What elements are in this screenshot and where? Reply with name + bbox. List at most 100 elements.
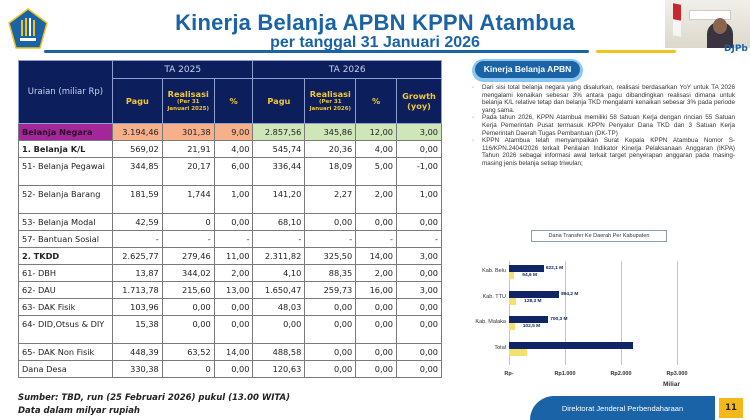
cell-pct26: 0,00	[355, 360, 398, 378]
cell-pct26: 0,00	[355, 343, 398, 361]
table-row: 64- DID,Otsus & DIY 15,38 0,00 0,00 0,00 0,00…	[18, 315, 442, 344]
x-tick-label: Rp3.000	[666, 371, 688, 377]
bar-value-label: 94,6 M	[522, 273, 537, 278]
cell-pct25: -	[213, 230, 254, 248]
cell-pct25: 0,00	[213, 298, 254, 316]
row-label: Dana Desa	[18, 360, 113, 378]
title-divider-blue	[44, 50, 589, 53]
cell-real25: 0	[161, 213, 215, 231]
cell-pct26: -	[355, 230, 398, 248]
bullet-item: KPPN Atambua telah menyampaikan Surat Ke…	[470, 137, 735, 167]
cell-real26: 88,35	[304, 264, 357, 282]
chart-title: Dana Transfer Ke Daerah Per Kabupaten	[531, 230, 667, 242]
cell-real25: 20,17	[161, 157, 215, 186]
bar-pagu	[509, 316, 549, 323]
cell-growth: 1,00	[396, 185, 442, 214]
cell-real26: 2,27	[304, 185, 357, 214]
cell-pagu25: -	[111, 230, 163, 248]
cell-pct26: 0,00	[355, 213, 398, 231]
row-label: 63- DAK Fisik	[18, 298, 113, 316]
cell-growth: 0,00	[396, 343, 442, 361]
cell-pagu26: 488,58	[252, 343, 306, 361]
cell-pct26: 4,00	[355, 140, 398, 158]
cell-real25: 279,46	[161, 247, 215, 265]
x-tick-label: Rp-	[504, 371, 514, 377]
summary-bullets: Dari sisi total belanja negara yang disa…	[470, 84, 735, 168]
bar-value-label: 894,2 M	[561, 292, 579, 297]
cell-pct26: 0,00	[355, 315, 398, 344]
row-label: 51- Belanja Pegawai	[18, 157, 113, 186]
bar-realisasi	[509, 323, 515, 330]
bullet-item: Pada tahun 2026, KPPN Atambua memiliki 5…	[470, 114, 735, 137]
bar-realisasi	[509, 349, 528, 356]
cell-real25: 1,744	[161, 185, 215, 214]
cell-real26: 18,09	[304, 157, 357, 186]
gridline	[621, 261, 622, 365]
cell-pct25: 2,00	[213, 264, 254, 282]
cell-pagu26: 2.857,56	[252, 123, 306, 141]
cell-real25: 0,00	[161, 315, 215, 344]
webcam-label: DJPb	[724, 44, 748, 54]
cell-pagu25: 42,59	[111, 213, 163, 231]
category-label: Kab. Malaka	[475, 319, 506, 325]
cell-growth: -1,00	[396, 157, 442, 186]
cell-pagu26: 0,00	[252, 315, 306, 344]
cell-pct26: 12,00	[355, 123, 398, 141]
row-label: 64- DID,Otsus & DIY	[18, 315, 113, 344]
cell-pct25: 6,00	[213, 157, 254, 186]
bar-realisasi	[509, 298, 517, 305]
cell-pagu25: 13,87	[111, 264, 163, 282]
cell-growth: 3,00	[396, 281, 442, 299]
bar-pagu	[509, 342, 634, 349]
cell-pagu26: -	[252, 230, 306, 248]
bar-pagu	[509, 265, 544, 272]
table-row: 61- DBH 13,87 344,02 2,00 4,10 88,35 2,00 0,00	[18, 264, 442, 282]
row-label: 65- DAK Non Fisik	[18, 343, 113, 361]
kemenkeu-logo-icon	[8, 8, 48, 49]
cell-pct26: 2,00	[355, 264, 398, 282]
cell-pct25: 14,00	[213, 343, 254, 361]
cell-pct26: 2,00	[355, 185, 398, 214]
cell-pagu25: 448,39	[111, 343, 163, 361]
cell-pagu25: 569,02	[111, 140, 163, 158]
cell-pagu26: 545,74	[252, 140, 306, 158]
cell-pct25: 9,00	[213, 123, 254, 141]
cell-real25: 0	[161, 360, 215, 378]
cell-real26: 259,73	[304, 281, 357, 299]
cell-real26: 20,36	[304, 140, 357, 158]
cell-pct26: 0,00	[355, 298, 398, 316]
header-pagu-2025: Pagu	[111, 78, 163, 124]
source-line: Sumber: TBD, run (25 Februari 2026) puku…	[18, 393, 290, 403]
x-axis-unit: Miliar	[663, 381, 680, 388]
cell-pagu25: 344,85	[111, 157, 163, 186]
bar-value-label: 128,3 M	[524, 299, 542, 304]
cell-pagu26: 2.311,82	[252, 247, 306, 265]
footer-org-band: Direktorat Jenderal Perbendaharaan	[530, 396, 715, 420]
header-growth: Growth (yoy)	[396, 78, 442, 124]
table-row: Belanja Negara 3.194,46 301,38 9,00 2.857,56…	[18, 123, 442, 141]
cell-pagu26: 48,03	[252, 298, 306, 316]
table-row: 62- DAU 1.713,78 215,60 13,00 1.650,47 259,73…	[18, 281, 442, 299]
cell-pct26: 14,00	[355, 247, 398, 265]
cell-real26: 325,50	[304, 247, 357, 265]
cell-growth: 0,00	[396, 298, 442, 316]
cell-real25: 21,91	[161, 140, 215, 158]
cell-growth: 3,00	[396, 123, 442, 141]
cell-pagu25: 1.713,78	[111, 281, 163, 299]
header-pct-2026: %	[355, 78, 398, 124]
table-row: 2. TKDD 2.625,77 279,46 11,00 2.311,82 325,50…	[18, 247, 442, 265]
row-label: 53- Belanja Modal	[18, 213, 113, 231]
header-pct-2025: %	[213, 78, 254, 124]
cell-pagu26: 4,10	[252, 264, 306, 282]
cell-growth: 0,00	[396, 140, 442, 158]
cell-pagu25: 181,59	[111, 185, 163, 214]
table-row: 52- Belanja Barang 181,59 1,744 1,00 141,20 2…	[18, 185, 442, 214]
cell-real25: 344,02	[161, 264, 215, 282]
cell-pagu25: 103,96	[111, 298, 163, 316]
page-title: Kinerja Belanja APBN KPPN Atambua	[175, 10, 575, 35]
table-row: 57- Bantuan Sosial - - - - - - -	[18, 230, 442, 248]
row-label: 62- DAU	[18, 281, 113, 299]
header-realisasi-2025: Realisasi (Per 31 Januari 2025)	[161, 78, 215, 124]
x-tick-label: Rp1.000	[554, 371, 576, 377]
table-row: 63- DAK Fisik 103,96 0,00 0,00 48,03 0,00 0,00…	[18, 298, 442, 316]
